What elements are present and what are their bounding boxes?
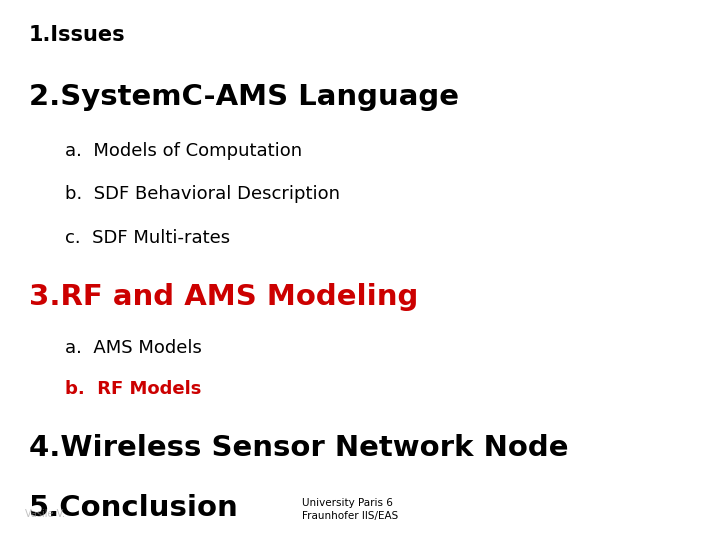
Text: 1.Issues: 1.Issues: [29, 25, 125, 45]
Text: b.  RF Models: b. RF Models: [65, 380, 201, 398]
Text: a.  AMS Models: a. AMS Models: [65, 339, 202, 357]
Text: University Paris 6
Fraunhofer IIS/EAS: University Paris 6 Fraunhofer IIS/EAS: [302, 498, 399, 521]
Text: 4.Wireless Sensor Network Node: 4.Wireless Sensor Network Node: [29, 434, 568, 462]
Text: 5.Conclusion: 5.Conclusion: [29, 494, 238, 522]
Text: b.  SDF Behavioral Description: b. SDF Behavioral Description: [65, 185, 340, 204]
Text: a.  Models of Computation: a. Models of Computation: [65, 142, 302, 160]
Text: c.  SDF Multi-rates: c. SDF Multi-rates: [65, 228, 230, 247]
Text: Vasile V.: Vasile V.: [25, 509, 66, 519]
Text: 3.RF and AMS Modeling: 3.RF and AMS Modeling: [29, 283, 418, 311]
Text: 2.SystemC-AMS Language: 2.SystemC-AMS Language: [29, 83, 459, 111]
